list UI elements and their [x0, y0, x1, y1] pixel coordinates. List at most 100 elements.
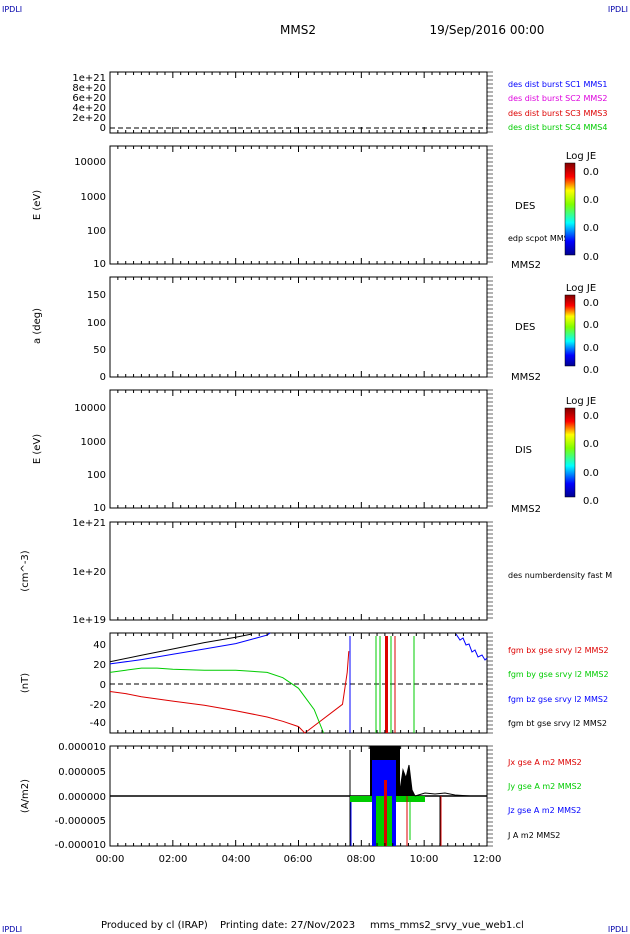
datetime-title: 19/Sep/2016 00:00 — [430, 23, 545, 37]
time-tick-label: 12:00 — [473, 854, 502, 865]
tick-label: 1e+21 — [72, 518, 106, 529]
colorbar-title: Log JE — [566, 283, 596, 294]
tick-label: 0 — [100, 123, 106, 134]
footer-filename: mms_mms2_srvy_vue_web1.cl — [370, 920, 524, 931]
colorbar-gradient — [564, 162, 576, 256]
colorbar-value: 0.0 — [583, 252, 599, 263]
legend-entry: Jx gse A m2 MMS2 — [507, 758, 582, 767]
colorbar-des-pitch: Log JE 0.0 0.0 0.0 0.0 — [564, 283, 599, 376]
tick-label: 20 — [93, 660, 106, 671]
legend-entry: fgm bz gse srvy l2 MMS2 — [508, 695, 608, 704]
tick-label: 10 — [93, 259, 106, 270]
panel-des-pitch-frame — [109, 276, 488, 378]
tick-label: 0 — [100, 372, 106, 383]
tick-label: 1e+20 — [72, 567, 106, 578]
legend-entry: Jz gse A m2 MMS2 — [507, 806, 581, 815]
colorbar-des-energy: Log JE 0.0 0.0 0.0 0.0 — [564, 151, 599, 263]
colorbar-dis-energy: Log JE 0.0 0.0 0.0 0.0 — [564, 396, 599, 507]
panel-fgm-ylabel: (nT) — [20, 673, 31, 693]
tick-label: 1e+21 — [72, 73, 106, 84]
tick-label: -0.000010 — [55, 840, 106, 851]
tick-label: 1000 — [81, 192, 106, 203]
legend-entry: Jy gse A m2 MMS2 — [507, 782, 582, 791]
panel-dis-energy-bottom-label: MMS2 — [511, 504, 541, 515]
panel-fgm-frame — [109, 632, 488, 734]
tick-label: 1e+19 — [72, 615, 106, 626]
panel-des-energy-extra-label: edp scpot MMS2 — [508, 234, 574, 243]
colorbar-value: 0.0 — [583, 195, 599, 206]
time-tick-label: 04:00 — [222, 854, 251, 865]
colorbar-value: 0.0 — [583, 343, 599, 354]
current-j-second-burst — [397, 764, 416, 797]
panel-current-ylabel: (A/m2) — [20, 779, 31, 813]
corner-bottom-left: IPDLI — [2, 925, 22, 934]
time-tick-label: 06:00 — [284, 854, 313, 865]
panel-fgm-legend: fgm bx gse srvy l2 MMS2 fgm by gse srvy … — [508, 646, 609, 728]
current-j-tail — [414, 792, 471, 797]
tick-label: 0 — [100, 680, 106, 691]
panel-des-energy-ylabel: E (eV) — [32, 190, 43, 220]
corner-top-right: IPDLI — [608, 5, 628, 14]
time-tick-label: 00:00 — [96, 854, 125, 865]
footer-printing: Printing date: 27/Nov/2023 — [220, 920, 355, 931]
panel-dist-burst-legend: des dist burst SC1 MMS1 des dist burst S… — [508, 80, 607, 132]
tick-label: 100 — [87, 470, 106, 481]
footer-producer: Produced by cl (IRAP) — [101, 920, 208, 931]
fgm-series-group — [109, 632, 350, 734]
spacecraft-title: MMS2 — [280, 23, 316, 37]
tick-label: 150 — [87, 290, 106, 301]
panel-des-energy-bottom-label: MMS2 — [511, 260, 541, 271]
legend-entry: fgm bx gse srvy l2 MMS2 — [508, 646, 609, 655]
fgm-series-line — [109, 633, 252, 663]
tick-label: 0.000005 — [58, 767, 106, 778]
tick-label: 50 — [93, 345, 106, 356]
tick-label: 10000 — [74, 403, 106, 414]
tick-label: -40 — [90, 718, 106, 729]
fgm-series-line — [109, 667, 325, 734]
panel-des-energy-side-label: DES — [515, 201, 535, 212]
tick-label: 1000 — [81, 437, 106, 448]
tick-label: 8e+20 — [72, 83, 106, 94]
legend-entry: des dist burst SC1 MMS1 — [508, 80, 607, 89]
panel-des-energy-yticks: 10000 1000 100 10 — [74, 157, 106, 270]
fgm-bz-late-segment — [455, 633, 488, 661]
current-series — [110, 746, 487, 846]
panel-dis-energy-yticks: 10000 1000 100 10 — [74, 403, 106, 514]
tick-label: 100 — [87, 226, 106, 237]
colorbar-value: 0.0 — [583, 298, 599, 309]
tick-label: 6e+20 — [72, 93, 106, 104]
tick-label: -0.000005 — [55, 816, 106, 827]
legend-entry: des dist burst SC3 MMS3 — [508, 109, 607, 118]
colorbar-value: 0.0 — [583, 468, 599, 479]
legend-entry: J A m2 MMS2 — [507, 831, 560, 840]
fgm-spike-band — [385, 636, 388, 733]
tick-label: 2e+20 — [72, 113, 106, 124]
colorbar-value: 0.0 — [583, 496, 599, 507]
time-tick-label: 02:00 — [159, 854, 188, 865]
legend-entry: fgm bt gse srvy l2 MMS2 — [508, 719, 607, 728]
tick-label: 40 — [93, 640, 106, 651]
panel-fgm-yticks: 40 20 0 -20 -40 — [90, 640, 106, 729]
panel-dis-energy-side-label: DIS — [515, 445, 532, 456]
time-tick-label: 08:00 — [347, 854, 376, 865]
panel-dis-energy-frame — [109, 389, 488, 509]
panel-current-yticks: 0.000010 0.000005 0.000000 -0.000005 -0.… — [55, 742, 106, 851]
panel-des-pitch-ylabel: a (deg) — [32, 308, 43, 344]
colorbar-title: Log JE — [566, 396, 596, 407]
tick-label: 10 — [93, 503, 106, 514]
tick-label: 100 — [87, 318, 106, 329]
fgm-series-line — [109, 651, 350, 734]
time-tick-label: 10:00 — [410, 854, 439, 865]
tick-label: 10000 — [74, 157, 106, 168]
panel-des-pitch-bottom-label: MMS2 — [511, 372, 541, 383]
colorbar-value: 0.0 — [583, 411, 599, 422]
tick-label: 0.000010 — [58, 742, 106, 753]
colorbar-value: 0.0 — [583, 320, 599, 331]
colorbar-value: 0.0 — [583, 439, 599, 450]
legend-entry: fgm by gse srvy l2 MMS2 — [508, 670, 609, 679]
corner-top-left: IPDLI — [2, 5, 22, 14]
colorbar-gradient — [564, 294, 576, 367]
panel-des-pitch-side-label: DES — [515, 322, 535, 333]
corner-bottom-right: IPDLI — [608, 925, 628, 934]
